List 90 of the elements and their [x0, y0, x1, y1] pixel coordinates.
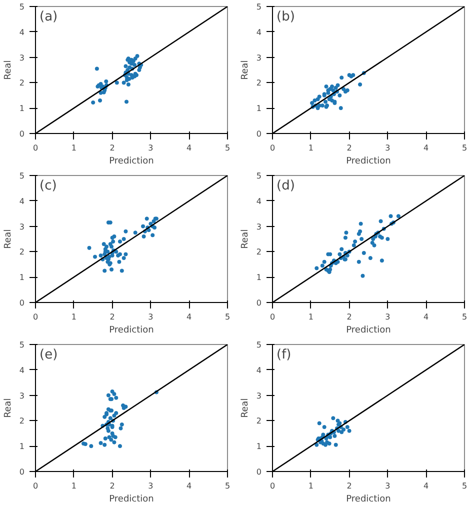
y-tick-label: 4	[256, 28, 262, 37]
y-tick-label: 3	[256, 53, 262, 62]
y-tick-label: 0	[19, 298, 25, 308]
y-tick-label: 0	[256, 130, 262, 138]
y-tick-label: 3	[19, 222, 25, 232]
y-tick-label: 4	[19, 28, 25, 37]
y-tick-label: 5	[256, 340, 262, 350]
x-tick-label: 1	[308, 312, 314, 322]
y-axis-title: Real	[3, 60, 14, 80]
annotation: (a)	[40, 10, 58, 24]
x-tick-label: 3	[385, 482, 390, 490]
y-tick-label: 1	[256, 273, 262, 282]
y-tick-label: 3	[19, 391, 25, 400]
x-tick-label: 0	[32, 144, 38, 152]
x-axis-title: Prediction	[346, 156, 391, 166]
x-axis-title: Prediction	[346, 326, 391, 336]
x-tick-label: 4	[424, 312, 429, 322]
y-tick-label: 3	[19, 53, 25, 62]
x-tick-label: 3	[385, 312, 390, 322]
x-tick-label: 0	[32, 312, 38, 322]
y-tick-label: 5	[19, 340, 25, 350]
y-tick-label: 4	[256, 196, 262, 206]
x-tick-label: 3	[148, 312, 154, 322]
y-tick-label: 0	[19, 130, 25, 138]
x-tick-label: 4	[186, 144, 192, 152]
x-axis-title: Prediction	[109, 156, 154, 166]
x-tick-label: 5	[224, 144, 230, 152]
y-tick-label: 4	[19, 196, 25, 206]
annotation: (e)	[40, 348, 58, 362]
y-tick-label: 0	[256, 468, 262, 476]
x-tick-label: 3	[148, 482, 154, 490]
x-tick-label: 2	[110, 144, 115, 152]
x-tick-label: 4	[424, 144, 429, 152]
x-tick-label: 5	[224, 312, 230, 322]
y-tick-label: 2	[19, 248, 25, 257]
x-tick-label: 0	[270, 482, 276, 490]
x-tick-label: 5	[224, 482, 230, 490]
x-tick-label: 2	[346, 144, 352, 152]
annotation: (c)	[40, 178, 57, 194]
y-axis-title: Real	[3, 229, 14, 249]
y-tick-label: 5	[256, 2, 262, 12]
y-tick-label: 0	[256, 298, 262, 308]
x-tick-label: 1	[71, 144, 76, 152]
y-tick-label: 2	[256, 248, 262, 257]
x-tick-label: 4	[424, 482, 429, 490]
x-tick-label: 2	[346, 482, 352, 490]
y-tick-label: 4	[256, 366, 262, 375]
y-tick-label: 1	[19, 104, 25, 114]
y-tick-label: 0	[19, 468, 25, 476]
x-tick-label: 1	[308, 144, 314, 152]
y-tick-label: 2	[19, 78, 25, 88]
annotation: (b)	[276, 10, 295, 24]
annotation: (d)	[276, 178, 295, 194]
x-tick-label: 1	[71, 482, 76, 490]
y-axis-title: Real	[240, 60, 250, 80]
annotation: (f)	[276, 348, 292, 362]
x-tick-label: 1	[71, 312, 76, 322]
y-tick-label: 4	[19, 366, 25, 375]
x-tick-label: 2	[346, 312, 352, 322]
x-axis-title: Prediction	[109, 326, 154, 336]
y-tick-label: 2	[256, 78, 262, 88]
x-tick-label: 3	[385, 144, 390, 152]
x-tick-label: 2	[110, 312, 115, 322]
y-tick-label: 1	[256, 104, 262, 114]
y-tick-label: 2	[256, 416, 262, 426]
x-tick-label: 1	[308, 482, 314, 490]
y-tick-label: 5	[256, 172, 262, 180]
x-tick-label: 5	[462, 144, 468, 152]
y-axis-title: Real	[240, 229, 250, 249]
x-tick-label: 4	[186, 312, 192, 322]
x-tick-label: 0	[270, 312, 276, 322]
y-tick-label: 3	[256, 391, 262, 400]
y-tick-label: 1	[19, 273, 25, 282]
y-axis-title: Real	[240, 398, 250, 418]
y-tick-label: 1	[256, 442, 262, 452]
y-tick-label: 2	[19, 416, 25, 426]
y-tick-label: 5	[19, 172, 25, 180]
x-tick-label: 3	[148, 144, 154, 152]
y-tick-label: 3	[256, 222, 262, 232]
x-axis-title: Prediction	[109, 494, 154, 504]
x-axis-title: Prediction	[346, 494, 391, 504]
x-tick-label: 0	[32, 482, 38, 490]
x-tick-label: 5	[462, 312, 468, 322]
x-tick-label: 0	[270, 144, 276, 152]
y-tick-label: 5	[19, 2, 25, 12]
x-tick-label: 4	[186, 482, 192, 490]
y-axis-title: Real	[3, 398, 14, 418]
x-tick-label: 5	[462, 482, 468, 490]
y-tick-label: 1	[19, 442, 25, 452]
x-tick-label: 2	[110, 482, 115, 490]
